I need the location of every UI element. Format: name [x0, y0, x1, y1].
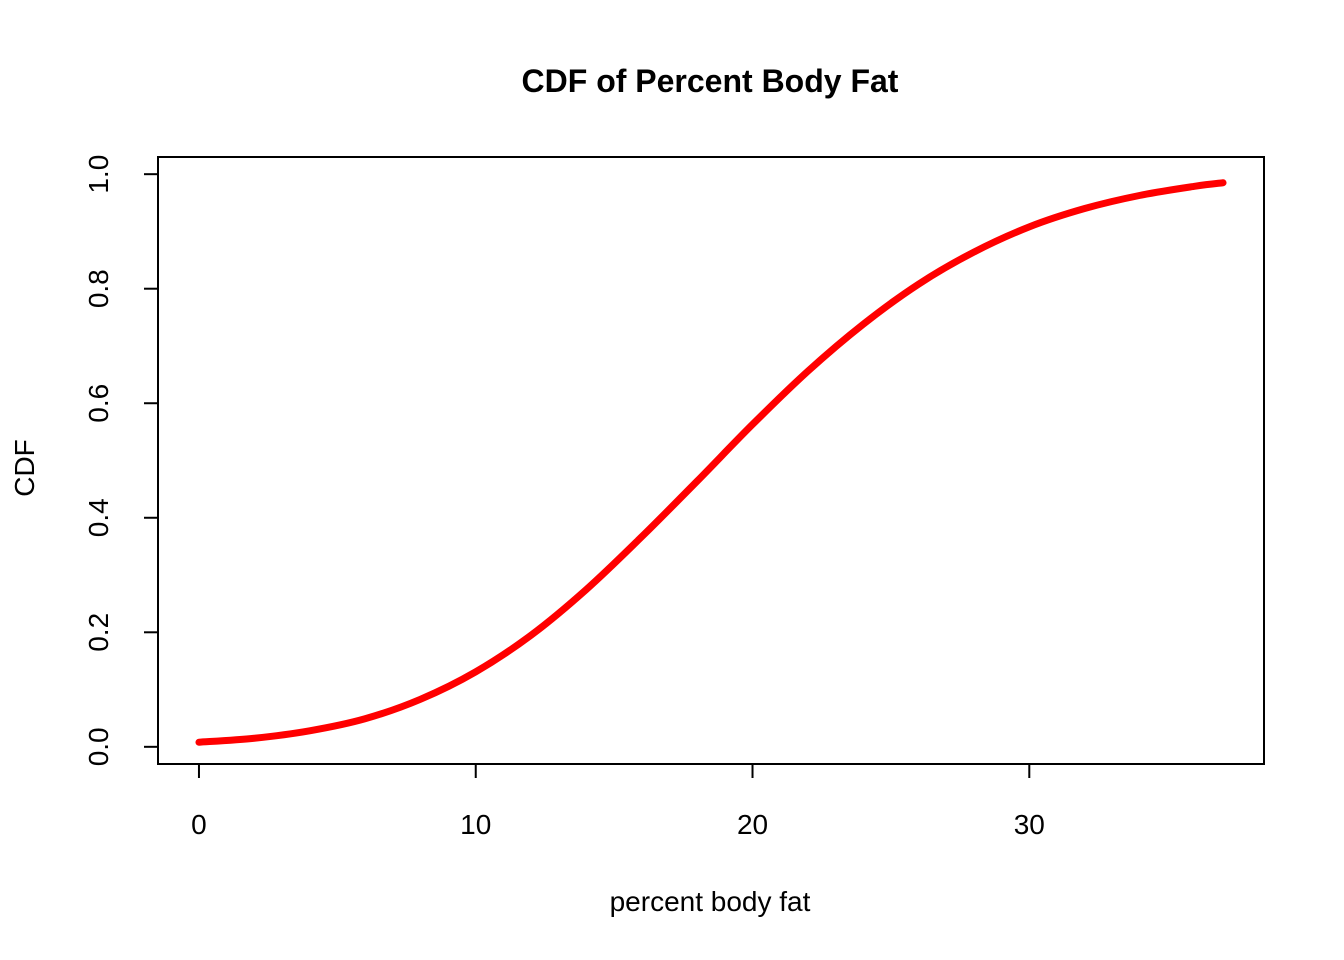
x-axis: 0 10 20 30 — [191, 763, 1045, 840]
x-tick-label: 20 — [737, 809, 768, 840]
cdf-series-line — [195, 179, 1227, 746]
y-tick-label: 0.2 — [83, 613, 114, 652]
plot-frame — [157, 156, 1265, 765]
y-tick-label: 1.0 — [83, 155, 114, 194]
x-tick-label: 0 — [191, 809, 207, 840]
y-axis: 0.0 0.2 0.4 0.6 0.8 1.0 — [83, 155, 159, 766]
y-axis-label: CDF — [9, 439, 40, 497]
chart-title: CDF of Percent Body Fat — [522, 63, 899, 99]
y-tick-label: 0.8 — [83, 269, 114, 308]
y-tick-label: 0.0 — [83, 727, 114, 766]
y-tick-label: 0.6 — [83, 384, 114, 423]
x-axis-label: percent body fat — [610, 886, 811, 917]
x-tick-label: 30 — [1014, 809, 1045, 840]
series-layer — [195, 179, 1227, 746]
x-tick-label: 10 — [460, 809, 491, 840]
y-tick-label: 0.4 — [83, 498, 114, 537]
